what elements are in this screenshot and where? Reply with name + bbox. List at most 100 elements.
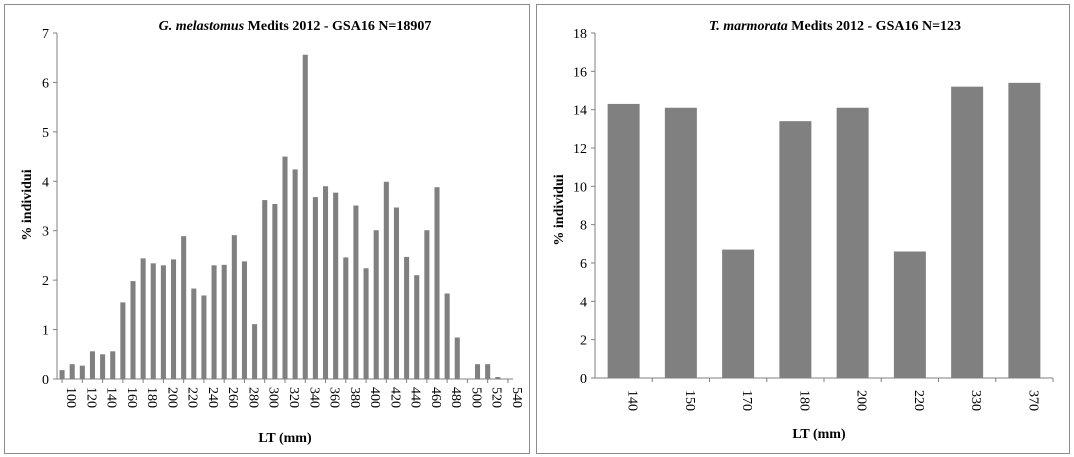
y-tick-label: 4 (42, 175, 49, 190)
bar (181, 236, 187, 379)
x-tick-label: 360 (327, 387, 342, 408)
bar (722, 249, 755, 378)
y-tick-label: 6 (580, 257, 587, 272)
x-tick-label: 220 (185, 387, 200, 408)
x-tick-label: 480 (448, 387, 463, 408)
x-tick-label: 440 (408, 387, 423, 408)
y-tick-label: 8 (580, 219, 587, 234)
x-tick-label: 180 (796, 390, 811, 411)
chart-panel-right: 0 2 4 6 8 10 12 14 16 18 T. marmorata Medits 2012 … (536, 4, 1070, 454)
y-tick-label: 0 (42, 373, 49, 388)
bar (302, 54, 308, 380)
bar (201, 295, 207, 379)
bar (312, 197, 318, 379)
bar (333, 192, 339, 379)
bar (79, 365, 85, 379)
bar (836, 107, 869, 378)
x-tick-label: 460 (428, 387, 443, 408)
x-tick-label: 370 (1025, 390, 1040, 411)
bar (779, 121, 812, 379)
chart-title: T. marmorata Medits 2012 - GSA16 N=123 (709, 19, 961, 34)
bar (221, 264, 227, 379)
y-tick-label: 3 (42, 225, 49, 240)
x-tick-label: 120 (83, 387, 98, 408)
bar (120, 302, 126, 379)
x-tick-label: 260 (225, 387, 240, 408)
bar (252, 324, 258, 379)
bar (485, 364, 491, 379)
y-axis-title: % individui (20, 169, 35, 240)
bar (292, 169, 298, 379)
bar (404, 256, 410, 379)
bar (475, 364, 481, 379)
x-tick-label: 160 (124, 387, 139, 408)
y-tick-label: 12 (573, 142, 587, 157)
x-tick-label: 340 (306, 387, 321, 408)
bar (171, 259, 177, 379)
x-tick-label: 380 (347, 387, 362, 408)
x-tick-label: 320 (286, 387, 301, 408)
bar (282, 156, 288, 379)
x-tick-label: 100 (63, 387, 78, 408)
y-tick-label: 6 (42, 76, 49, 91)
bar (140, 258, 146, 379)
chart-title-species: T. marmorata (709, 19, 788, 34)
bar (434, 187, 440, 379)
y-tick-label: 10 (573, 180, 587, 195)
bar (100, 354, 106, 379)
chart-panel-left: 0 1 2 3 4 5 6 7 G. melastomus Medits 2012 - GSA1… (4, 4, 530, 454)
y-axis-title: % individui (552, 174, 567, 245)
bar (231, 235, 237, 379)
x-tick-label: 150 (682, 390, 697, 411)
bar (343, 257, 349, 379)
x-axis-title: LT (mm) (258, 431, 312, 446)
y-tick-label: 2 (580, 334, 587, 349)
y-tick-label: 1 (42, 324, 49, 339)
y-tick-label: 2 (42, 274, 49, 289)
x-tick-label: 140 (104, 387, 119, 408)
y-tick-label: 14 (573, 104, 587, 119)
x-tick-label: 400 (367, 387, 382, 408)
y-tick-label: 16 (573, 65, 587, 80)
bar (383, 181, 389, 379)
x-tick-label: 280 (245, 387, 260, 408)
bar (414, 275, 420, 379)
bar (951, 86, 984, 379)
x-tick-label: 240 (205, 387, 220, 408)
y-tick-label: 7 (42, 27, 49, 42)
x-tick-label: 170 (739, 390, 754, 411)
y-tick-label: 5 (42, 126, 49, 141)
bar (353, 205, 359, 379)
bar (664, 107, 697, 378)
x-tick-label: 300 (266, 387, 281, 408)
bar (241, 261, 247, 379)
x-tick-label: 330 (968, 390, 983, 411)
chart-left: 0 1 2 3 4 5 6 7 G. melastomus Medits 2012 - GSA1… (20, 19, 524, 446)
bar (130, 281, 136, 379)
bar (323, 186, 329, 379)
x-tick-label: 200 (854, 390, 869, 411)
bar (272, 204, 278, 379)
bar (607, 103, 640, 379)
bar (160, 265, 166, 379)
bar (69, 364, 75, 379)
y-tick-label: 4 (580, 295, 587, 310)
x-tick-label: 520 (489, 387, 504, 408)
x-tick-label: 540 (509, 387, 524, 408)
y-tick-label: 18 (573, 27, 587, 42)
bar (454, 337, 460, 379)
bar (363, 268, 369, 379)
x-tick-label: 220 (911, 390, 926, 411)
x-tick-label: 180 (144, 387, 159, 408)
chart-title-text: Medits 2012 - GSA16 N=18907 (244, 19, 431, 34)
bar (893, 251, 926, 378)
bar (393, 207, 399, 379)
bar (1008, 82, 1041, 378)
bar (191, 288, 197, 379)
bar (110, 351, 116, 379)
x-tick-label: 420 (387, 387, 402, 408)
chart-title: G. melastomus Medits 2012 - GSA16 N=1890… (159, 19, 432, 34)
x-tick-label: 200 (164, 387, 179, 408)
chart-right: 0 2 4 6 8 10 12 14 16 18 T. marmorata Medits 2012 … (552, 19, 1054, 442)
x-axis-title: LT (mm) (792, 427, 846, 442)
